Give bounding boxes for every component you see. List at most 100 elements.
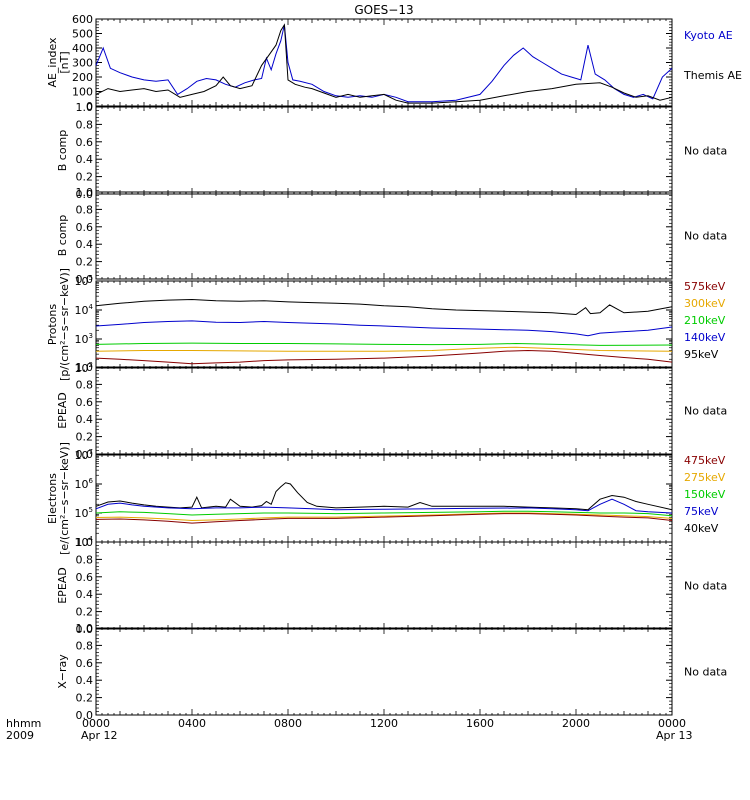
y-tick-label: 105 (75, 274, 93, 288)
y-tick-label: 400 (72, 42, 93, 55)
x-tick-label: 1600 (466, 717, 494, 730)
y-tick-label: 0.0 (76, 273, 94, 286)
y-tick-label: 0.2 (76, 171, 94, 184)
panel-frame (95, 18, 673, 107)
y-tick-exponent: 2 (89, 361, 93, 369)
x-tick-label: 0000 (82, 717, 110, 730)
legend-entry: 140keV (684, 331, 726, 344)
no-data-label: No data (684, 666, 727, 679)
y-tick-exponent: 5 (89, 274, 93, 282)
no-data-label: No data (684, 580, 727, 593)
y-tick-label: 0.6 (76, 221, 94, 234)
y-tick-exponent: 4 (89, 535, 94, 543)
legend-entry: 95keV (684, 348, 719, 361)
y-axis-label: B comp (56, 215, 69, 257)
y-tick-label: 107 (75, 448, 93, 462)
series-75kev (95, 498, 673, 514)
y-axis-label: Electrons (46, 473, 59, 524)
x-tick-label: 0000 (658, 717, 686, 730)
panel-8: 0.0 0.2 0.4 0.6 0.8 1.0 X−ray No data (56, 622, 727, 722)
panel-frame (95, 366, 673, 455)
y-tick-exponent: 5 (89, 506, 93, 514)
y-tick-label: 200 (72, 71, 93, 84)
y-tick-label: 0.0 (76, 709, 94, 722)
series-40kev (95, 482, 673, 511)
legend-entry: 275keV (684, 471, 726, 484)
y-tick-label: 0.8 (76, 553, 94, 566)
y-tick-label: 0.6 (76, 396, 94, 409)
x-tick-label: 2000 (562, 717, 590, 730)
y-tick-exponent: 6 (89, 477, 94, 485)
footer-date-end: Apr 13 (656, 729, 693, 742)
panel-frame (95, 627, 673, 716)
y-tick-label: 103 (75, 332, 93, 346)
y-tick-label: 0.0 (76, 448, 94, 461)
panel-7: 0.0 0.2 0.4 0.6 0.8 1.0 EPEAD No data (56, 536, 727, 636)
series-140kev (95, 320, 673, 337)
series-95kev (95, 298, 673, 316)
legend-entry: 150keV (684, 488, 726, 501)
panel-frame (95, 454, 673, 543)
y-tick-label: 1.0 (76, 622, 94, 635)
series-575kev (95, 349, 673, 365)
y-tick-label: 0.0 (76, 623, 94, 636)
panel-frame (95, 541, 673, 630)
panel-frame (95, 191, 673, 280)
y-tick-label: 1.0 (76, 536, 94, 549)
y-tick-label: 104 (75, 303, 94, 317)
y-tick-label: 0.4 (76, 153, 94, 166)
panel-2: 0.0 0.2 0.4 0.6 0.8 1.0 B comp No data (56, 101, 727, 201)
legend-entry: 475keV (684, 454, 726, 467)
no-data-label: No data (684, 230, 727, 243)
panel-frame (95, 106, 673, 195)
panel-4: 102 103 104 105 Protons [p/(cm²−s−sr−keV)] 575… (46, 268, 726, 381)
y-tick-label: 600 (72, 13, 93, 26)
y-tick-label: 0.6 (76, 136, 94, 149)
y-tick-label: 0.8 (76, 118, 94, 131)
footer-year: 2009 (6, 729, 34, 742)
y-tick-label: 0.8 (76, 378, 94, 391)
y-tick-label: 1.0 (76, 186, 94, 199)
series-150kev (95, 510, 673, 517)
y-axis-label: X−ray (56, 654, 69, 689)
y-tick-label: 0.2 (76, 431, 94, 444)
legend-entry: Kyoto AE (684, 29, 733, 42)
y-tick-exponent: 7 (89, 448, 93, 456)
y-tick-label: 106 (75, 477, 94, 491)
y-tick-label: 300 (72, 57, 93, 70)
series-210kev (95, 342, 673, 346)
series-275kev (95, 512, 673, 522)
y-tick-label: 500 (72, 28, 93, 41)
y-tick-label: 0.2 (76, 692, 94, 705)
footer-time-format: hhmm (6, 717, 41, 730)
y-axis-label: AE_index (46, 37, 59, 88)
no-data-label: No data (684, 405, 727, 418)
y-axis-label: [nT] (58, 51, 71, 73)
y-axis-label: EPEAD (56, 392, 69, 429)
y-axis-label: [e/(cm²−s−sr−keV)] (58, 442, 71, 555)
legend-entry: 210keV (684, 314, 726, 327)
y-tick-exponent: 4 (89, 303, 94, 311)
y-tick-label: 100 (72, 86, 93, 99)
y-axis-label: [p/(cm²−s−sr−keV)] (58, 268, 71, 381)
plot-title: GOES−13 (354, 3, 413, 17)
y-tick-label: 0.4 (76, 674, 94, 687)
y-tick-label: 0.8 (76, 203, 94, 216)
panel-3: 0.0 0.2 0.4 0.6 0.8 1.0 B comp No data (56, 186, 727, 286)
no-data-label: No data (684, 145, 727, 158)
y-tick-label: 0.6 (76, 571, 94, 584)
series-300kev (95, 346, 673, 352)
legend-entry: 75keV (684, 505, 719, 518)
y-tick-label: 0.4 (76, 413, 94, 426)
x-tick-label: 0400 (178, 717, 206, 730)
y-axis-label: Protons (46, 304, 59, 345)
legend-entry: 40keV (684, 522, 719, 535)
legend-entry: Themis AE (683, 69, 742, 82)
y-tick-label: 1.0 (76, 361, 94, 374)
panel-frame (95, 280, 673, 369)
